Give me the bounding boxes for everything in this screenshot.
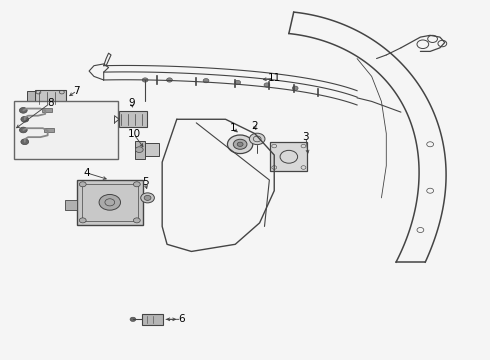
Circle shape [141, 193, 154, 203]
Bar [145, 143, 159, 156]
Circle shape [135, 147, 143, 153]
Bar [44, 128, 53, 132]
Text: 4: 4 [83, 168, 90, 178]
Text: 5: 5 [142, 177, 148, 187]
Circle shape [133, 182, 140, 187]
Circle shape [144, 195, 151, 201]
Circle shape [20, 108, 27, 113]
Bar [27, 91, 34, 104]
Circle shape [167, 78, 172, 82]
Circle shape [133, 218, 140, 223]
Circle shape [227, 135, 253, 154]
Circle shape [292, 86, 298, 90]
Bar [77, 180, 143, 225]
Circle shape [20, 127, 27, 133]
Circle shape [130, 317, 136, 321]
Bar [14, 102, 118, 158]
Circle shape [79, 218, 86, 223]
Circle shape [21, 139, 29, 145]
Bar [135, 141, 145, 158]
Circle shape [142, 78, 148, 82]
Bar [82, 184, 138, 221]
Text: 10: 10 [127, 129, 141, 139]
Bar [119, 111, 147, 127]
Bar [270, 143, 307, 171]
Text: 1: 1 [229, 123, 236, 133]
Circle shape [21, 116, 29, 122]
Bar [142, 314, 163, 325]
Text: 11: 11 [268, 73, 281, 83]
Circle shape [233, 139, 247, 149]
Text: 7: 7 [74, 86, 80, 96]
Bar [65, 200, 77, 210]
Circle shape [237, 142, 243, 147]
Bar [34, 90, 66, 106]
Circle shape [99, 194, 121, 210]
Text: 2: 2 [251, 121, 258, 131]
Text: 3: 3 [303, 132, 309, 142]
Text: 9: 9 [129, 98, 135, 108]
Circle shape [79, 182, 86, 187]
Circle shape [203, 78, 209, 83]
Bar [42, 108, 51, 112]
Circle shape [264, 83, 270, 87]
Circle shape [235, 80, 241, 85]
Circle shape [249, 133, 265, 145]
Text: 6: 6 [178, 314, 185, 324]
Text: 8: 8 [47, 98, 53, 108]
